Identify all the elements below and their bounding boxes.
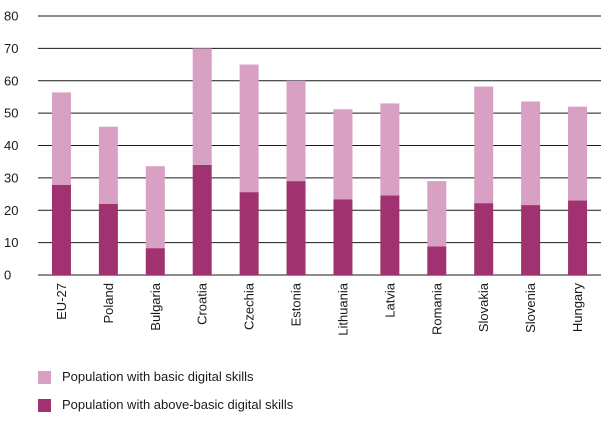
bar-basic-lithuania xyxy=(333,109,353,200)
gridlines xyxy=(38,15,601,276)
legend-label-above-basic: Population with above-basic digital skil… xyxy=(62,397,294,412)
y-tick-label-20: 20 xyxy=(4,203,18,218)
bars xyxy=(51,48,588,275)
bar-basic-slovakia xyxy=(474,86,494,204)
x-tick-label-czechia: Czechia xyxy=(242,282,257,330)
bar-above-basic-czechia xyxy=(239,192,259,275)
x-tick-label-poland: Poland xyxy=(101,283,116,323)
bar-basic-latvia xyxy=(380,103,400,196)
bar-above-basic-slovenia xyxy=(521,205,541,275)
x-tick-label-slovakia: Slovakia xyxy=(476,282,491,332)
legend-label-basic: Population with basic digital skills xyxy=(62,369,254,384)
y-tick-label-0: 0 xyxy=(4,268,11,283)
bar-above-basic-croatia xyxy=(192,164,212,275)
bar-basic-eu-27 xyxy=(51,92,71,185)
bar-above-basic-slovakia xyxy=(474,203,494,275)
bar-basic-hungary xyxy=(568,106,588,201)
x-tick-label-lithuania: Lithuania xyxy=(335,282,350,336)
y-tick-label-50: 50 xyxy=(4,106,18,121)
x-tick-label-slovenia: Slovenia xyxy=(523,282,538,333)
stacked-bar-chart: 0 10 20 30 40 50 60 70 80 EU-27 Poland Bulgaria Cro… xyxy=(4,9,601,336)
y-tick-label-30: 30 xyxy=(4,170,18,185)
x-tick-label-estonia: Estonia xyxy=(289,282,304,326)
legend-swatch-above-basic xyxy=(38,399,51,412)
bar-above-basic-poland xyxy=(98,203,118,275)
y-tick-label-10: 10 xyxy=(4,235,18,250)
bar-above-basic-eu-27 xyxy=(51,184,71,275)
bar-above-basic-romania xyxy=(427,246,447,275)
y-tick-label-70: 70 xyxy=(4,41,18,56)
bar-above-basic-estonia xyxy=(286,181,306,275)
bar-basic-bulgaria xyxy=(145,166,165,249)
x-axis-ticks: EU-27 Poland Bulgaria Croatia Czechia Estonia… xyxy=(54,282,585,336)
x-tick-label-hungary: Hungary xyxy=(570,283,585,333)
y-tick-label-60: 60 xyxy=(4,73,18,88)
bar-basic-croatia xyxy=(192,48,212,165)
x-tick-label-bulgaria: Bulgaria xyxy=(148,282,163,330)
bar-basic-estonia xyxy=(286,80,306,182)
bar-above-basic-hungary xyxy=(568,200,588,275)
x-tick-label-latvia: Latvia xyxy=(382,282,397,317)
bar-above-basic-bulgaria xyxy=(145,248,165,275)
bar-basic-slovenia xyxy=(521,101,541,206)
bar-basic-czechia xyxy=(239,64,259,193)
bar-above-basic-lithuania xyxy=(333,199,353,275)
x-tick-label-romania: Romania xyxy=(429,282,444,335)
bar-basic-poland xyxy=(98,126,118,204)
bar-basic-romania xyxy=(427,181,447,247)
legend-swatch-basic xyxy=(38,371,51,384)
bar-above-basic-latvia xyxy=(380,195,400,275)
x-tick-label-croatia: Croatia xyxy=(195,282,210,325)
x-tick-label-eu-27: EU-27 xyxy=(54,283,69,320)
y-tick-label-40: 40 xyxy=(4,138,18,153)
y-tick-label-80: 80 xyxy=(4,9,18,24)
y-axis-ticks: 0 10 20 30 40 50 60 70 80 xyxy=(4,9,18,283)
